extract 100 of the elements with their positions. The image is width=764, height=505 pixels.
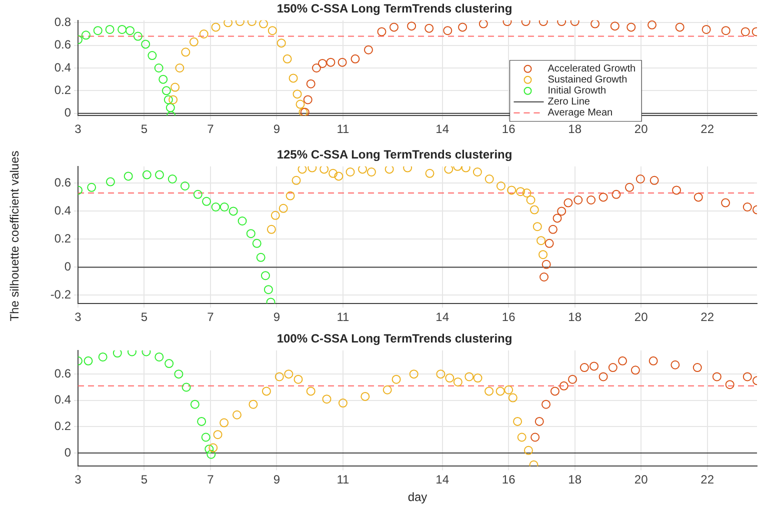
point <box>472 168 482 176</box>
x-tick-label: 18 <box>568 310 582 324</box>
point <box>564 198 573 208</box>
point <box>624 182 634 192</box>
point <box>142 170 152 180</box>
point <box>473 374 482 383</box>
x-tick-label: 7 <box>207 310 214 324</box>
point <box>574 196 583 204</box>
point <box>670 360 680 370</box>
point <box>282 54 292 64</box>
point <box>320 166 329 174</box>
point <box>630 366 640 375</box>
point <box>425 168 434 178</box>
point <box>436 370 446 379</box>
point <box>532 222 542 232</box>
point <box>238 216 247 226</box>
point <box>168 174 177 184</box>
point <box>112 350 122 358</box>
point <box>382 385 392 394</box>
point <box>346 168 355 176</box>
x-tick-label: 7 <box>207 472 214 487</box>
point <box>458 22 468 32</box>
point <box>504 385 514 394</box>
point <box>124 172 133 181</box>
y-tick-label: 0.6 <box>54 38 72 52</box>
point <box>672 186 682 195</box>
point <box>248 400 258 409</box>
point <box>98 352 108 362</box>
point <box>364 45 373 54</box>
point <box>548 224 558 234</box>
point <box>292 176 301 185</box>
x-tick-label: 20 <box>634 122 648 136</box>
point <box>158 74 168 84</box>
point <box>84 356 93 366</box>
point <box>608 363 618 372</box>
point <box>742 372 752 382</box>
point <box>392 374 401 384</box>
point <box>274 372 284 382</box>
point <box>182 382 191 392</box>
point <box>360 392 370 401</box>
point <box>445 374 454 383</box>
chart-title: 150% C-SSA Long TermTrends clustering <box>276 2 512 16</box>
point <box>725 380 734 390</box>
point <box>170 82 180 92</box>
point <box>175 64 184 72</box>
point <box>326 58 336 67</box>
y-tick-label: 0.4 <box>54 392 72 407</box>
point <box>220 418 229 428</box>
point <box>590 362 599 371</box>
point <box>322 394 332 404</box>
point <box>626 22 636 32</box>
x-tick-label: 22 <box>700 310 714 324</box>
point <box>484 386 494 396</box>
point <box>278 204 288 213</box>
x-tick-label: 9 <box>273 472 280 487</box>
point <box>228 206 238 216</box>
point <box>298 166 307 174</box>
point <box>443 26 452 36</box>
point <box>264 285 273 294</box>
point <box>650 176 659 185</box>
point <box>366 168 376 176</box>
point <box>496 386 505 396</box>
point <box>211 22 220 32</box>
x-tick-label: 9 <box>273 122 280 136</box>
point <box>721 198 730 208</box>
point <box>312 64 321 72</box>
point <box>675 22 684 32</box>
x-tick-label: 22 <box>700 472 714 487</box>
point <box>318 58 327 68</box>
point <box>93 26 102 36</box>
point <box>284 370 294 379</box>
x-tick-label: 14 <box>436 472 450 487</box>
point <box>692 363 702 372</box>
point <box>508 393 518 402</box>
x-tick-label: 11 <box>336 122 350 136</box>
legend-label: Initial Growth <box>548 86 606 97</box>
point <box>288 74 298 83</box>
point <box>334 172 344 181</box>
point <box>544 238 554 248</box>
point <box>164 359 174 368</box>
point <box>557 206 566 216</box>
point <box>586 196 596 204</box>
x-tick-label: 5 <box>140 310 148 324</box>
point <box>568 374 578 384</box>
point <box>721 26 730 36</box>
point <box>389 22 398 32</box>
point <box>618 356 628 366</box>
point <box>496 182 506 190</box>
point <box>211 202 220 212</box>
point <box>174 370 184 379</box>
x-tick-label: 16 <box>502 310 516 324</box>
point <box>296 100 305 109</box>
point <box>740 27 750 36</box>
point <box>246 229 256 238</box>
point <box>213 430 222 440</box>
point <box>306 79 316 88</box>
point <box>530 432 540 442</box>
x-axis-title: day <box>408 490 428 504</box>
point <box>154 352 164 362</box>
point <box>444 166 454 174</box>
